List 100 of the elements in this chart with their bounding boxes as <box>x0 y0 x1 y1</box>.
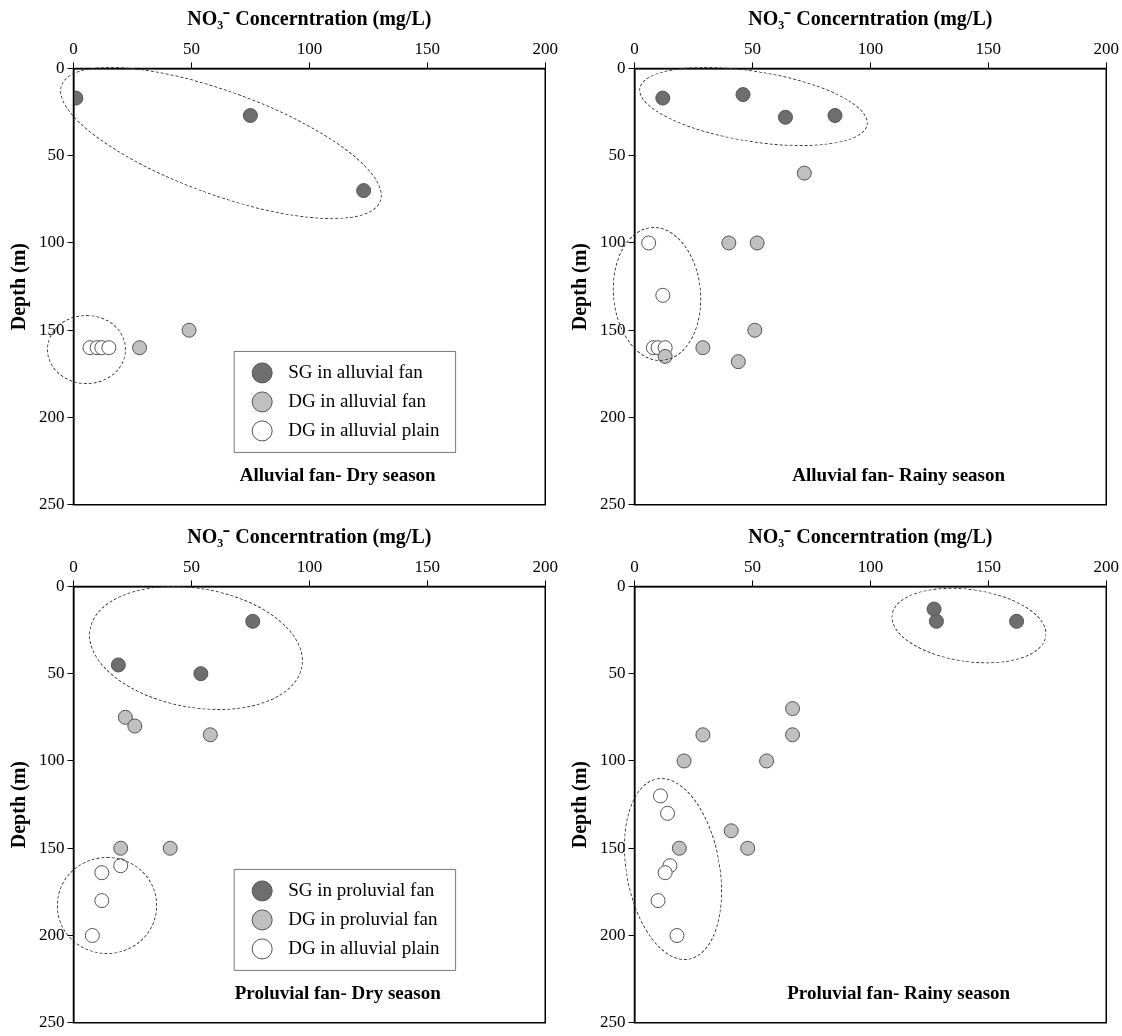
point <box>669 928 685 944</box>
point <box>655 90 671 106</box>
annotation: Proluvial fan- Dry season <box>234 982 442 1004</box>
x-tick-label: 0 <box>630 556 639 576</box>
point <box>721 235 737 251</box>
x-tick-label: 50 <box>182 556 200 576</box>
x-tick-label: 50 <box>743 556 761 576</box>
point <box>676 753 692 769</box>
point <box>655 287 671 303</box>
annotation: Proluvial fan- Rainy season <box>787 982 1011 1004</box>
point <box>730 354 746 370</box>
x-tick-label: 0 <box>69 38 78 58</box>
annotation: Alluvial fan- Dry season <box>239 464 437 486</box>
x-tick-label: 200 <box>532 38 558 58</box>
point <box>356 183 372 199</box>
point <box>660 805 676 821</box>
y-tick-label: 200 <box>600 406 626 426</box>
y-tick-label: 250 <box>600 1012 626 1032</box>
point <box>162 840 178 856</box>
point <box>127 718 143 734</box>
legend-label: DG in alluvial plain <box>288 936 441 958</box>
y-tick-label: 50 <box>47 663 65 683</box>
y-tick-label: 100 <box>39 232 65 252</box>
y-axis-title: Depth (m) <box>568 242 592 331</box>
point <box>723 823 739 839</box>
point <box>650 893 666 909</box>
point <box>695 727 711 743</box>
y-axis-title: Depth (m) <box>7 242 31 331</box>
x-tick-label: 0 <box>69 556 78 576</box>
y-tick-label: 0 <box>617 575 626 595</box>
y-tick-label: 100 <box>600 750 626 770</box>
point <box>671 840 687 856</box>
point <box>202 727 218 743</box>
y-tick-label: 250 <box>39 494 65 514</box>
point <box>785 701 801 717</box>
y-tick-label: 100 <box>39 750 65 770</box>
x-tick-label: 50 <box>182 38 200 58</box>
point <box>657 348 673 364</box>
y-axis-title: Depth (m) <box>7 760 31 849</box>
y-axis-title: Depth (m) <box>568 760 592 849</box>
y-tick-label: 0 <box>56 57 65 77</box>
x-tick-label: 150 <box>414 38 441 58</box>
y-tick-label: 50 <box>608 145 626 165</box>
y-tick-label: 0 <box>56 575 65 595</box>
x-axis-title: NO₃⁻ Concerntration (mg/L) <box>187 7 432 31</box>
x-tick-label: 50 <box>743 38 761 58</box>
point <box>735 87 751 103</box>
point <box>242 108 258 124</box>
y-tick-label: 200 <box>39 924 65 944</box>
point <box>101 340 117 356</box>
y-tick-label: 50 <box>47 145 65 165</box>
y-tick-label: 150 <box>600 837 626 857</box>
x-tick-label: 100 <box>296 556 323 576</box>
x-axis-title: NO₃⁻ Concerntration (mg/L) <box>748 525 993 549</box>
x-tick-label: 200 <box>532 556 558 576</box>
point <box>740 840 756 856</box>
point <box>117 709 133 725</box>
point <box>747 322 763 338</box>
point <box>84 928 100 944</box>
x-tick-label: 100 <box>857 556 884 576</box>
point <box>94 893 110 909</box>
x-tick-label: 150 <box>414 556 441 576</box>
legend-label: SG in proluvial fan <box>288 878 435 900</box>
point <box>759 753 775 769</box>
x-tick-label: 100 <box>857 38 884 58</box>
point <box>132 340 148 356</box>
point <box>777 109 793 125</box>
x-axis-title: NO₃⁻ Concerntration (mg/L) <box>748 7 993 31</box>
legend-label: DG in proluvial fan <box>288 907 438 929</box>
y-tick-label: 150 <box>600 319 626 339</box>
point <box>652 788 668 804</box>
y-tick-label: 200 <box>39 406 65 426</box>
x-tick-label: 150 <box>975 38 1002 58</box>
y-tick-label: 100 <box>600 232 626 252</box>
point <box>245 613 261 629</box>
point <box>928 613 944 629</box>
x-tick-label: 200 <box>1093 38 1119 58</box>
point <box>657 865 673 881</box>
x-tick-label: 100 <box>296 38 323 58</box>
x-tick-label: 150 <box>975 556 1002 576</box>
y-tick-label: 150 <box>39 837 65 857</box>
point <box>827 108 843 124</box>
x-tick-label: 200 <box>1093 556 1119 576</box>
point <box>113 858 129 874</box>
point <box>1009 613 1025 629</box>
x-tick-label: 0 <box>630 38 639 58</box>
point <box>926 601 942 617</box>
point <box>785 727 801 743</box>
y-tick-label: 150 <box>39 319 65 339</box>
y-tick-label: 250 <box>39 1012 65 1032</box>
legend-label: DG in alluvial plain <box>288 418 441 440</box>
point <box>113 840 129 856</box>
point <box>110 657 126 673</box>
x-axis-title: NO₃⁻ Concerntration (mg/L) <box>187 525 432 549</box>
point <box>641 235 657 251</box>
y-tick-label: 200 <box>600 924 626 944</box>
point <box>193 666 209 682</box>
y-tick-label: 0 <box>617 57 626 77</box>
y-tick-label: 50 <box>608 663 626 683</box>
point <box>749 235 765 251</box>
